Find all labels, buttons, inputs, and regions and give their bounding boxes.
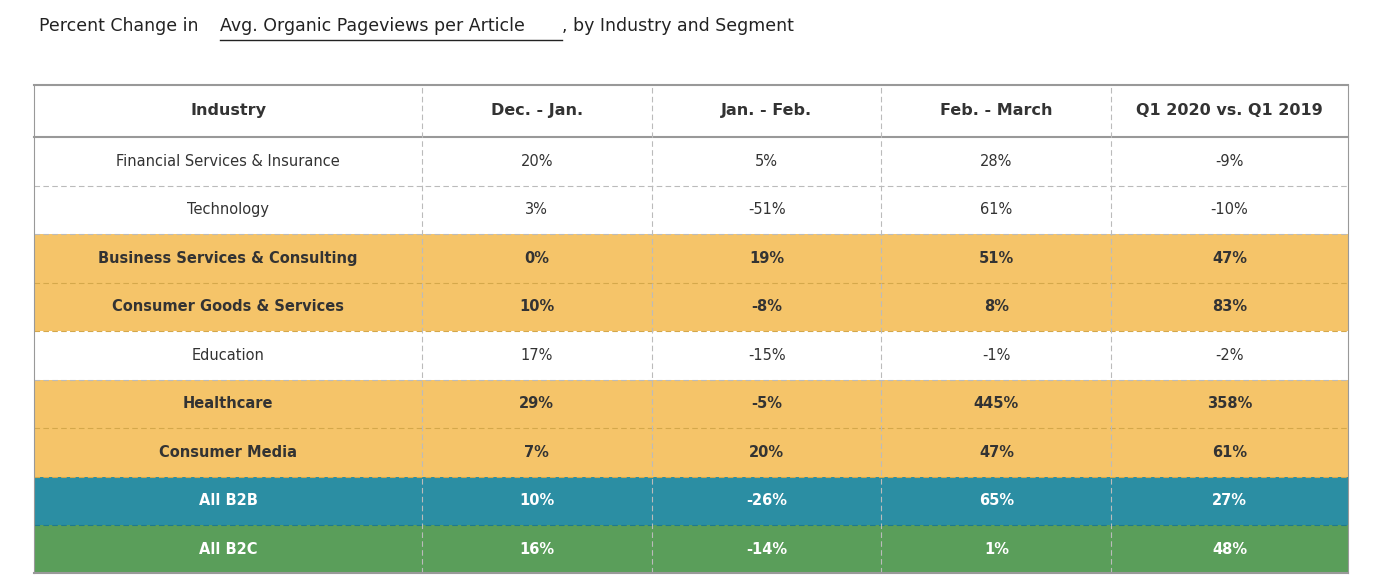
Bar [34,234,1348,283]
Text: 17%: 17% [521,348,553,363]
Text: Consumer Media: Consumer Media [158,445,298,460]
Text: 0%: 0% [524,251,550,266]
Text: Feb. - March: Feb. - March [940,103,1053,119]
Text: Percent Change in: Percent Change in [39,18,204,35]
Text: 83%: 83% [1211,300,1247,314]
Text: Healthcare: Healthcare [183,397,273,411]
Bar [34,477,1348,525]
Text: 48%: 48% [1211,542,1247,557]
Text: 19%: 19% [750,251,784,266]
Text: 8%: 8% [984,300,1009,314]
Text: Education: Education [192,348,265,363]
Text: 10%: 10% [520,300,554,314]
Text: 29%: 29% [520,397,554,411]
Text: -5%: -5% [751,397,783,411]
Text: Financial Services & Insurance: Financial Services & Insurance [116,154,340,169]
Text: 5%: 5% [755,154,779,169]
Text: -9%: -9% [1215,154,1244,169]
Text: Q1 2020 vs. Q1 2019: Q1 2020 vs. Q1 2019 [1135,103,1323,119]
Text: -14%: -14% [745,542,787,557]
Text: 20%: 20% [750,445,784,460]
Bar [34,428,1348,477]
Text: 16%: 16% [520,542,554,557]
Text: 51%: 51% [978,251,1014,266]
Bar [34,137,1348,186]
Text: -8%: -8% [751,300,783,314]
Text: 47%: 47% [978,445,1014,460]
Text: , by Industry and Segment: , by Industry and Segment [562,18,794,35]
Text: All B2B: All B2B [198,493,258,508]
Text: -26%: -26% [745,493,787,508]
Text: 47%: 47% [1213,251,1247,266]
Text: 3%: 3% [525,203,548,217]
Text: 1%: 1% [984,542,1009,557]
Text: -1%: -1% [983,348,1010,363]
Text: -51%: -51% [748,203,785,217]
Text: Industry: Industry [190,103,266,119]
Text: Technology: Technology [187,203,269,217]
Text: All B2C: All B2C [198,542,258,557]
Text: 65%: 65% [978,493,1014,508]
Bar [34,85,1348,137]
Bar [34,283,1348,331]
Text: 358%: 358% [1207,397,1253,411]
Text: Jan. - Feb.: Jan. - Feb. [721,103,812,119]
Text: 61%: 61% [1211,445,1247,460]
Text: -15%: -15% [748,348,785,363]
Bar [34,380,1348,428]
Text: Avg. Organic Pageviews per Article: Avg. Organic Pageviews per Article [219,18,525,35]
Text: Dec. - Jan.: Dec. - Jan. [491,103,583,119]
Text: 61%: 61% [980,203,1013,217]
Text: 445%: 445% [974,397,1018,411]
Text: Consumer Goods & Services: Consumer Goods & Services [112,300,344,314]
Bar [34,186,1348,234]
Text: 27%: 27% [1213,493,1247,508]
Text: 20%: 20% [521,154,553,169]
Text: 28%: 28% [980,154,1013,169]
Text: 10%: 10% [520,493,554,508]
Text: -2%: -2% [1215,348,1244,363]
Text: Business Services & Consulting: Business Services & Consulting [98,251,358,266]
Bar [34,331,1348,380]
Text: -10%: -10% [1211,203,1248,217]
Text: 7%: 7% [524,445,550,460]
Bar [34,525,1348,573]
